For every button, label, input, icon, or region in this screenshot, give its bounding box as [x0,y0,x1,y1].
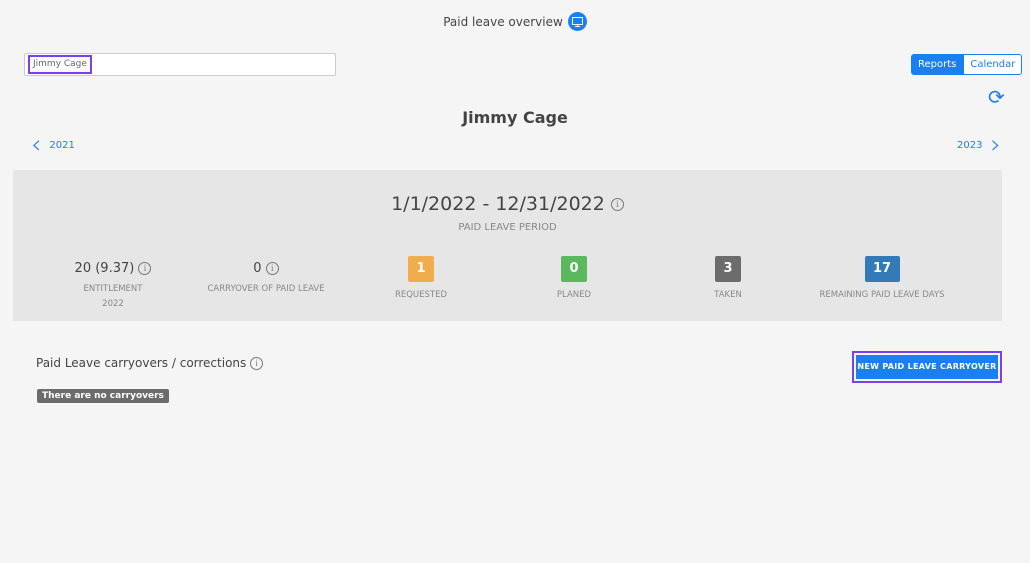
selected-employee-chip[interactable]: Jimmy Cage [28,55,92,74]
prev-year-label[interactable]: 2021 [49,139,75,151]
view-toggle: Reports Calendar [911,54,1023,75]
employee-search-input[interactable]: Jimmy Cage [24,53,336,76]
info-icon[interactable]: i [138,262,152,275]
taken-label: TAKEN [714,290,742,300]
new-carryover-button[interactable]: NEW PAID LEAVE CARRYOVER [856,355,998,379]
stat-remaining: 17 REMAINING PAID LEAVE DAYS [792,256,972,300]
carryovers-title: Paid Leave carryovers / corrections [36,356,247,370]
calendar-tab[interactable]: Calendar [963,54,1023,75]
entitlement-value: 20 (9.37) [74,261,135,276]
period-label: PAID LEAVE PERIOD [458,222,557,233]
summary-panel: 1/1/2022 - 12/31/2022 i PAID LEAVE PERIO… [13,170,1002,321]
info-icon[interactable]: i [265,262,279,275]
requested-label: REQUESTED [394,290,448,300]
employee-name: Jimmy Cage [462,108,568,127]
next-year-link[interactable]: 2023 › [957,130,1001,160]
prev-year-link[interactable]: ‹ 2021 [31,130,75,160]
requested-badge: 1 [408,256,434,282]
page-title: Paid leave overview [0,12,1030,31]
entitlement-year: 2022 [102,299,124,309]
new-carryover-button-outline[interactable]: NEW PAID LEAVE CARRYOVER [852,351,1002,383]
stat-planed: 0 PLANED [484,256,664,300]
stat-taken: 3 TAKEN [638,256,818,300]
planed-badge: 0 [561,256,587,282]
stat-requested: 1 REQUESTED [331,256,511,300]
page-title-text: Paid leave overview [443,14,563,29]
carryover-value: 0 [253,261,262,276]
entitlement-label: ENTITLEMENT [83,284,143,294]
refresh-icon[interactable]: ⟳ [988,85,1005,109]
chevron-right-icon[interactable]: › [990,130,1001,160]
stat-carryover: 0 i CARRYOVER OF PAID LEAVE [176,256,356,294]
carryover-label: CARRYOVER OF PAID LEAVE [207,284,325,294]
taken-badge: 3 [715,256,741,282]
info-icon[interactable]: i [250,357,264,370]
remaining-label: REMAINING PAID LEAVE DAYS [819,290,945,300]
planed-label: PLANED [556,290,592,300]
next-year-label[interactable]: 2023 [957,139,983,151]
period-range-text: 1/1/2022 - 12/31/2022 [391,193,605,215]
period-range: 1/1/2022 - 12/31/2022 i [13,193,1002,215]
reports-tab[interactable]: Reports [911,54,964,75]
remaining-badge: 17 [864,256,900,282]
info-icon[interactable]: i [610,198,624,211]
chevron-left-icon[interactable]: ‹ [31,130,42,160]
carryovers-heading: Paid Leave carryovers / corrections i [36,356,264,370]
no-carryovers-label: There are no carryovers [37,389,169,403]
stat-entitlement: 20 (9.37) i ENTITLEMENT 2022 [23,256,203,309]
monitor-icon[interactable] [567,12,587,31]
